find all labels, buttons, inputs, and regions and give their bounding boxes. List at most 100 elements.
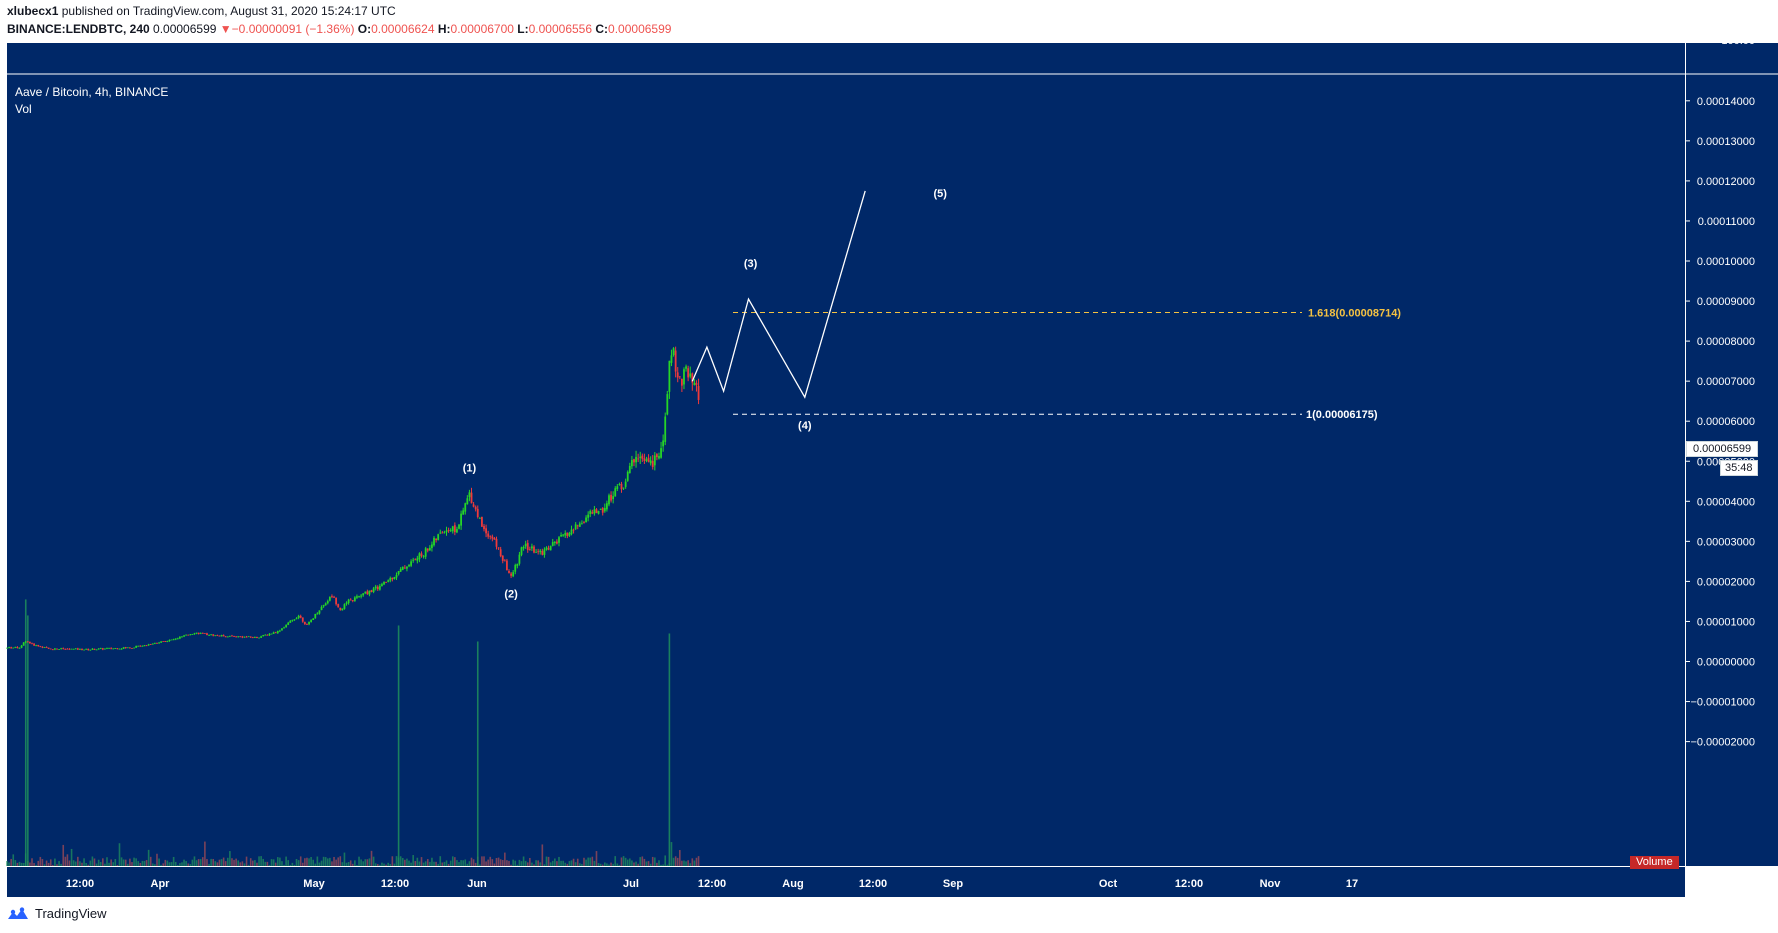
candle-body bbox=[256, 636, 258, 638]
candle-body bbox=[687, 368, 690, 378]
volume-bar bbox=[154, 864, 156, 866]
volume-bars bbox=[6, 599, 700, 866]
candle-body bbox=[349, 599, 352, 601]
volume-bar bbox=[74, 861, 77, 866]
volume-bar bbox=[276, 857, 279, 866]
volume-bar bbox=[337, 857, 339, 866]
candle-body bbox=[306, 624, 308, 625]
brand[interactable]: TradingView bbox=[7, 906, 107, 921]
volume-bar bbox=[254, 860, 256, 866]
candle-body bbox=[424, 548, 427, 557]
candle-body bbox=[168, 639, 171, 642]
time-scale-background[interactable] bbox=[7, 866, 1685, 897]
candle-body bbox=[674, 350, 677, 372]
volume-bar bbox=[599, 863, 602, 866]
volume-bar bbox=[56, 864, 58, 866]
volume-bar bbox=[624, 857, 627, 866]
candle-body bbox=[651, 460, 654, 467]
volume-bar bbox=[149, 856, 152, 866]
volume-bar bbox=[241, 861, 244, 866]
candle-body bbox=[503, 560, 506, 562]
candle-body bbox=[493, 537, 496, 540]
header: xlubecx1 published on TradingView.com, A… bbox=[0, 0, 1778, 40]
candle-body bbox=[199, 633, 202, 634]
volume-bar bbox=[447, 863, 450, 866]
publisher-name[interactable]: xlubecx1 bbox=[7, 4, 59, 18]
volume-bar bbox=[174, 861, 177, 866]
volume-bar bbox=[643, 858, 646, 866]
volume-bar bbox=[281, 861, 283, 866]
volume-bar bbox=[508, 860, 510, 866]
volume-bar bbox=[222, 857, 225, 866]
volume-bar bbox=[52, 864, 54, 866]
candle-body bbox=[206, 633, 208, 636]
y-tick-label: 0.00002000 bbox=[1697, 576, 1755, 588]
volume-bar bbox=[272, 859, 275, 866]
candle-body bbox=[341, 608, 344, 611]
candle-body bbox=[68, 648, 71, 650]
volume-bar bbox=[326, 858, 329, 866]
volume-bar bbox=[289, 864, 292, 866]
volume-bar bbox=[516, 864, 519, 866]
candle-body bbox=[54, 648, 56, 650]
candle-body bbox=[589, 510, 592, 514]
candle-body bbox=[116, 648, 119, 650]
volume-bar bbox=[481, 856, 483, 866]
volume-bar bbox=[595, 851, 598, 866]
candle-body bbox=[633, 459, 635, 463]
volume-bar bbox=[674, 856, 677, 866]
candle-body bbox=[458, 524, 460, 529]
y-tick-label: 0.00009000 bbox=[1697, 296, 1755, 308]
volume-bar bbox=[393, 863, 396, 866]
candle-body bbox=[83, 649, 85, 651]
volume-bar bbox=[666, 864, 669, 866]
volume-bar bbox=[520, 861, 523, 866]
candle-body bbox=[70, 648, 73, 650]
candle-body bbox=[603, 507, 606, 512]
volume-bar bbox=[439, 856, 442, 866]
candle-body bbox=[62, 648, 65, 649]
volume-bar bbox=[358, 856, 360, 866]
volume-bar bbox=[551, 860, 554, 866]
y-tick-label: 0.00010000 bbox=[1697, 256, 1755, 268]
volume-bar bbox=[116, 864, 119, 866]
candle-body bbox=[22, 642, 25, 646]
candle-body bbox=[93, 648, 96, 650]
candle-body bbox=[585, 517, 587, 523]
y-tick-label: 0.00013000 bbox=[1697, 136, 1755, 148]
volume-bar bbox=[124, 859, 127, 866]
volume-bar bbox=[593, 860, 596, 866]
volume-bar bbox=[193, 856, 196, 866]
candle-body bbox=[645, 459, 648, 461]
legend-indicator[interactable]: Vol bbox=[15, 102, 32, 116]
candle-body bbox=[616, 486, 619, 489]
candle-body bbox=[668, 360, 671, 392]
candle-body bbox=[33, 643, 35, 646]
volume-bar bbox=[626, 859, 629, 866]
candle-body bbox=[339, 607, 342, 610]
volume-bar bbox=[316, 856, 319, 866]
volume-bar bbox=[539, 862, 542, 866]
candle-body bbox=[631, 460, 633, 467]
chart-area[interactable]: 100.00 0.00014000 0.00013000 0.00012000 0.00… bbox=[0, 40, 1778, 897]
volume-bar bbox=[591, 856, 594, 866]
volume-bar bbox=[597, 863, 600, 866]
volume-bar bbox=[574, 862, 577, 866]
volume-bar bbox=[83, 858, 85, 866]
candle-body bbox=[170, 639, 173, 641]
volume-bar bbox=[199, 859, 202, 866]
elliott-wave-projection[interactable] bbox=[691, 190, 866, 399]
volume-bar bbox=[324, 857, 327, 866]
fib-levels[interactable]: 1.618(0.00008714) 1(0.00006175) bbox=[733, 308, 1401, 422]
candle-body bbox=[95, 649, 98, 651]
candle-body bbox=[76, 648, 79, 650]
candle-body bbox=[474, 506, 477, 510]
volume-bar bbox=[568, 861, 571, 866]
candle-body bbox=[449, 530, 452, 532]
volume-bar bbox=[256, 862, 258, 866]
candle-body bbox=[514, 565, 517, 572]
candle-body bbox=[512, 572, 515, 577]
volume-bar bbox=[366, 859, 369, 866]
candle-body bbox=[331, 596, 333, 598]
volume-bar bbox=[145, 860, 148, 866]
